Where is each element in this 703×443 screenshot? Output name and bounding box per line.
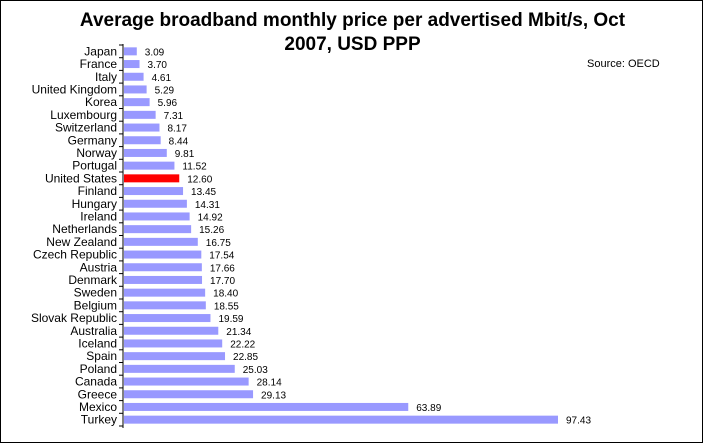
- category-label-spain: Spain: [86, 349, 117, 363]
- category-label-finland: Finland: [78, 184, 117, 198]
- source-note: Source: OECD: [587, 58, 660, 70]
- bar-germany: [124, 136, 161, 145]
- category-label-france: France: [80, 57, 118, 71]
- category-label-japan: Japan: [84, 44, 117, 58]
- value-label-switzerland: 8.17: [167, 124, 187, 135]
- bar-norway: [124, 148, 167, 157]
- category-label-australia: Australia: [70, 324, 117, 338]
- bar-spain: [124, 352, 226, 361]
- category-label-canada: Canada: [75, 375, 117, 389]
- category-label-new-zealand: New Zealand: [46, 235, 117, 249]
- bar-iceland: [124, 339, 223, 348]
- value-label-hungary: 14.31: [195, 200, 220, 211]
- chart-title: Average broadband monthly price per adve…: [1, 9, 703, 57]
- bar-turkey: [124, 415, 558, 424]
- bar-finland: [124, 187, 184, 196]
- value-label-slovak-republic: 19.59: [218, 314, 243, 325]
- bar-luxembourg: [124, 110, 156, 119]
- category-label-greece: Greece: [78, 387, 118, 401]
- value-label-czech-republic: 17.54: [209, 251, 234, 262]
- category-label-poland: Poland: [80, 362, 117, 376]
- bar-united-states: [124, 174, 180, 183]
- bar-switzerland: [124, 123, 160, 132]
- value-label-korea: 5.96: [158, 98, 178, 109]
- bar-canada: [124, 377, 249, 386]
- category-label-slovak-republic: Slovak Republic: [31, 311, 117, 325]
- bar-greece: [124, 390, 254, 399]
- bar-sweden: [124, 288, 206, 297]
- category-label-austria: Austria: [80, 260, 118, 274]
- value-label-france: 3.70: [148, 60, 168, 71]
- chart-title-line-1: Average broadband monthly price per adve…: [79, 10, 626, 31]
- value-label-ireland: 14.92: [198, 212, 223, 223]
- category-label-sweden: Sweden: [74, 286, 117, 300]
- category-label-hungary: Hungary: [72, 197, 117, 211]
- bar-italy: [124, 72, 144, 81]
- value-label-canada: 28.14: [257, 378, 282, 389]
- value-label-australia: 21.34: [226, 327, 251, 338]
- bar-austria: [124, 263, 202, 272]
- category-label-mexico: Mexico: [79, 400, 117, 414]
- bar-belgium: [124, 301, 206, 310]
- bar-united-kingdom: [124, 85, 147, 94]
- category-label-luxembourg: Luxembourg: [50, 108, 117, 122]
- value-label-germany: 8.44: [169, 136, 189, 147]
- category-label-netherlands: Netherlands: [52, 222, 117, 236]
- value-label-finland: 13.45: [191, 187, 216, 198]
- value-label-portugal: 11.52: [182, 162, 207, 173]
- value-label-italy: 4.61: [152, 73, 172, 84]
- bar-portugal: [124, 161, 175, 170]
- value-label-turkey: 97.43: [566, 416, 591, 427]
- bar-ireland: [124, 212, 190, 221]
- value-label-iceland: 22.22: [230, 339, 255, 350]
- value-label-poland: 25.03: [243, 365, 268, 376]
- value-label-luxembourg: 7.31: [164, 111, 184, 122]
- bar-australia: [124, 326, 219, 335]
- category-label-denmark: Denmark: [68, 273, 118, 287]
- value-label-austria: 17.66: [210, 263, 235, 274]
- bar-czech-republic: [124, 250, 202, 259]
- value-label-mexico: 63.89: [416, 403, 441, 414]
- category-label-norway: Norway: [76, 146, 117, 160]
- bar-mexico: [124, 402, 409, 411]
- category-label-germany: Germany: [68, 133, 117, 147]
- category-label-czech-republic: Czech Republic: [33, 248, 117, 262]
- bar-france: [124, 60, 140, 69]
- value-label-greece: 29.13: [261, 390, 286, 401]
- bar-poland: [124, 364, 235, 373]
- category-label-korea: Korea: [85, 95, 117, 109]
- value-label-new-zealand: 16.75: [206, 238, 231, 249]
- category-label-belgium: Belgium: [74, 298, 117, 312]
- value-label-japan: 3.09: [145, 47, 165, 58]
- category-label-united-kingdom: United Kingdom: [32, 82, 117, 96]
- bar-slovak-republic: [124, 314, 211, 323]
- value-label-belgium: 18.55: [214, 301, 239, 312]
- bar-netherlands: [124, 225, 192, 234]
- bar-new-zealand: [124, 237, 198, 246]
- bar-hungary: [124, 199, 187, 208]
- category-label-iceland: Iceland: [78, 336, 117, 350]
- bar-denmark: [124, 275, 203, 284]
- category-label-ireland: Ireland: [80, 209, 117, 223]
- value-label-sweden: 18.40: [213, 289, 238, 300]
- bar-japan: [124, 47, 137, 56]
- bar-korea: [124, 98, 150, 107]
- value-label-norway: 9.81: [175, 149, 195, 160]
- category-label-turkey: Turkey: [81, 413, 117, 427]
- value-label-denmark: 17.70: [210, 276, 235, 287]
- value-label-united-kingdom: 5.29: [155, 85, 175, 96]
- chart-title-line-2: 2007, USD PPP: [284, 34, 421, 55]
- category-label-united-states: United States: [45, 171, 117, 185]
- category-label-switzerland: Switzerland: [55, 121, 117, 135]
- value-label-spain: 22.85: [233, 352, 258, 363]
- category-label-portugal: Portugal: [72, 159, 117, 173]
- value-label-united-states: 12.60: [187, 174, 212, 185]
- category-label-italy: Italy: [95, 70, 117, 84]
- value-label-netherlands: 15.26: [199, 225, 224, 236]
